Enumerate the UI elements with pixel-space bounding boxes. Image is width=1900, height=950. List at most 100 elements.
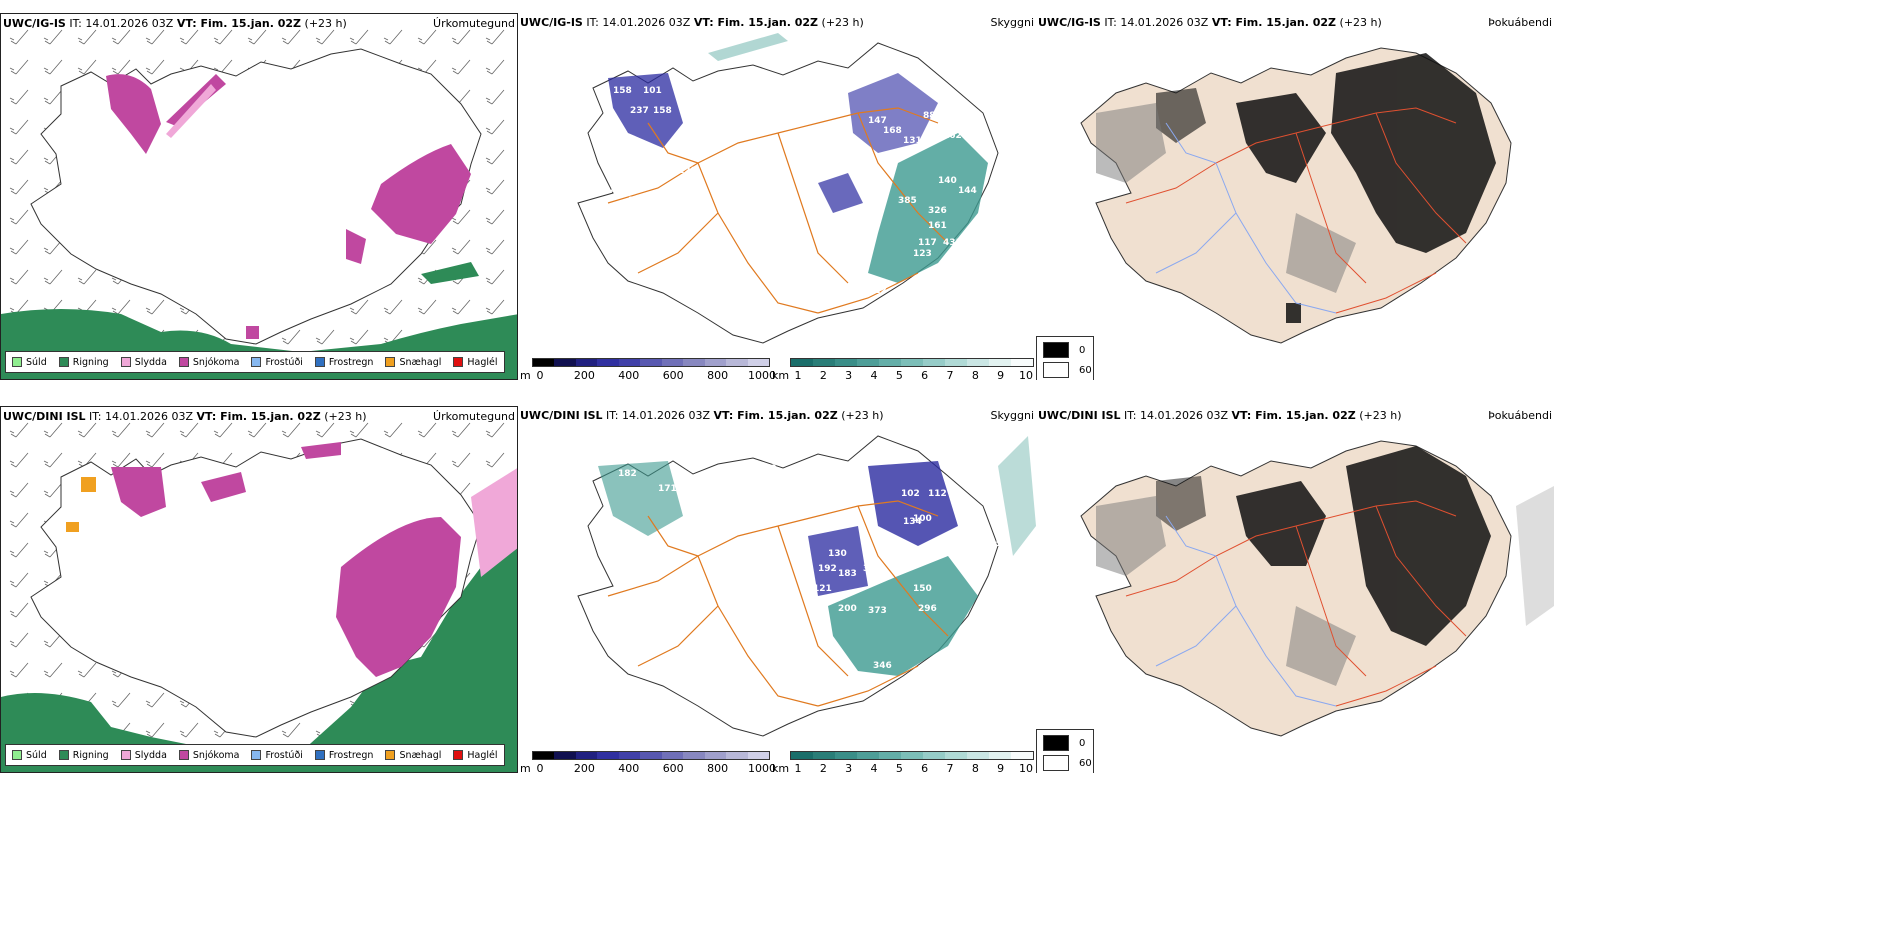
wind-barb <box>9 602 29 618</box>
snow-area-se <box>346 229 366 264</box>
ceiling-colorbar: m 0 200 400 600 800 1000 <box>520 358 776 380</box>
colorbar-tick: 7 <box>946 369 954 380</box>
wind-barb <box>417 422 437 438</box>
colorbar-tick: 1000 <box>748 762 776 773</box>
legend-label: Slydda <box>134 356 167 368</box>
colorbar-tick: 400 <box>618 369 640 380</box>
colorbar-tick: 1000 <box>748 369 776 380</box>
pellets-nw <box>66 477 96 532</box>
wind-barb <box>9 542 29 558</box>
ceiling-value-label: 147 <box>868 116 887 126</box>
legend-item: Snæhagl <box>385 357 441 368</box>
wind-barb <box>383 422 403 438</box>
legend-label: Snjókoma <box>192 749 240 761</box>
ceiling-value-label: 88 <box>923 111 936 121</box>
wind-barb <box>77 269 97 285</box>
legend-item: Snæhagl <box>385 750 441 761</box>
legend-label: Snæhagl <box>399 749 442 761</box>
fog-legend-label: 0 <box>1079 737 1086 749</box>
colorbar-tick: 0 <box>536 369 544 380</box>
wind-barb <box>281 29 301 45</box>
wind-barb <box>9 179 29 195</box>
legend-swatch <box>12 750 22 760</box>
fog-legend-item: 60 <box>1043 362 1092 378</box>
fog-dark-patches <box>1156 446 1491 646</box>
ceiling-value-label: 123 <box>628 196 647 206</box>
ceiling-value-label: 183 <box>838 569 857 579</box>
wind-barb <box>77 422 97 438</box>
ceiling-value-label: 121 <box>813 584 832 594</box>
precip-legend: Súld Rigning Slydda Snjókoma Frostúði Frostre… <box>5 744 505 766</box>
road <box>857 112 949 244</box>
precip-type-panel-bottom: UWC/DINI ISL IT: 14.01.2026 03Z VT: Fim.… <box>0 406 518 773</box>
ceiling-value-label: 373 <box>868 606 887 616</box>
ceiling-value-label: 158 <box>653 106 672 116</box>
wind-barb <box>43 452 63 468</box>
wind-barb <box>451 59 471 75</box>
colorbar-tick: 8 <box>971 369 979 380</box>
colorbar-tick: 600 <box>662 762 684 773</box>
wind-barb <box>77 59 97 75</box>
ceiling-value-label: 120 <box>678 166 697 176</box>
panel-title: Skyggni <box>990 16 1034 29</box>
wind-barb <box>9 512 29 528</box>
colorbar-tick: 2 <box>819 762 827 773</box>
legend-swatch <box>251 750 262 760</box>
snow-area-north <box>201 472 246 502</box>
wind-barb <box>9 209 29 225</box>
colorbar-tick: 400 <box>618 762 640 773</box>
wind-barb <box>315 29 335 45</box>
sleet-streak <box>166 84 216 138</box>
fog-legend-item: 0 <box>1043 342 1085 358</box>
colorbar-tick: 200 <box>573 762 595 773</box>
legend-label: Haglél <box>467 356 498 368</box>
ceiling-value-label: 168 <box>883 126 902 136</box>
snow-area-nw <box>111 467 166 517</box>
wind-barb <box>451 209 471 225</box>
colorbar-unit: km <box>772 762 790 773</box>
ceiling-visibility-panel-bottom: 182 171 162 179 102 112 100 134 192 183 121 347 200 3… <box>518 406 1036 773</box>
wind-barb <box>9 59 29 75</box>
panel-title: Þokuábendi <box>1488 16 1552 29</box>
low-visibility-area <box>868 133 988 283</box>
legend-swatch <box>120 750 131 760</box>
precip-map-top <box>1 29 517 379</box>
fog-indicator-panel-bottom: UWC/DINI ISL IT: 14.01.2026 03Z VT: Fim.… <box>1036 406 1554 773</box>
visibility-colorbar: km 1 2 3 4 5 6 7 8 9 10 <box>772 358 1034 380</box>
wind-barb <box>349 299 369 315</box>
snow-area-east <box>336 517 461 677</box>
wind-barb <box>111 422 131 438</box>
legend-item: Frostúði <box>251 357 303 368</box>
colorbar-strip <box>790 358 1034 367</box>
legend-swatch <box>453 750 464 760</box>
wind-barb <box>349 29 369 45</box>
wind-barb <box>247 422 267 438</box>
wind-barb <box>485 209 505 225</box>
wind-barb <box>451 299 471 315</box>
precip-type-panel-top: UWC/IG-IS IT: 14.01.2026 03Z VT: Fim. 15… <box>0 13 518 380</box>
legend-swatch <box>385 357 396 367</box>
ceiling-value-label: 169 <box>968 514 987 524</box>
wind-barb <box>43 662 63 678</box>
ceiling-value-label: 205 <box>983 539 1002 549</box>
wind-barb <box>485 59 505 75</box>
colorbar-tick: 4 <box>870 369 878 380</box>
snow-area-north2 <box>301 442 341 459</box>
road <box>1375 505 1467 637</box>
wind-barb <box>417 299 437 315</box>
fog-map-top <box>1080 47 1512 344</box>
colorbar-tick: 200 <box>573 369 595 380</box>
road <box>637 212 719 274</box>
colorbar-tick: 600 <box>662 369 684 380</box>
ceiling-value-label: 161 <box>928 221 947 231</box>
wind-barb <box>485 422 505 438</box>
colorbar-unit: m <box>520 369 531 380</box>
river <box>1155 212 1237 274</box>
rain-area-south <box>1 529 517 772</box>
sleet-east <box>471 468 517 577</box>
wind-barb <box>9 422 29 438</box>
wind-barb <box>9 149 29 165</box>
wind-barb <box>145 422 165 438</box>
